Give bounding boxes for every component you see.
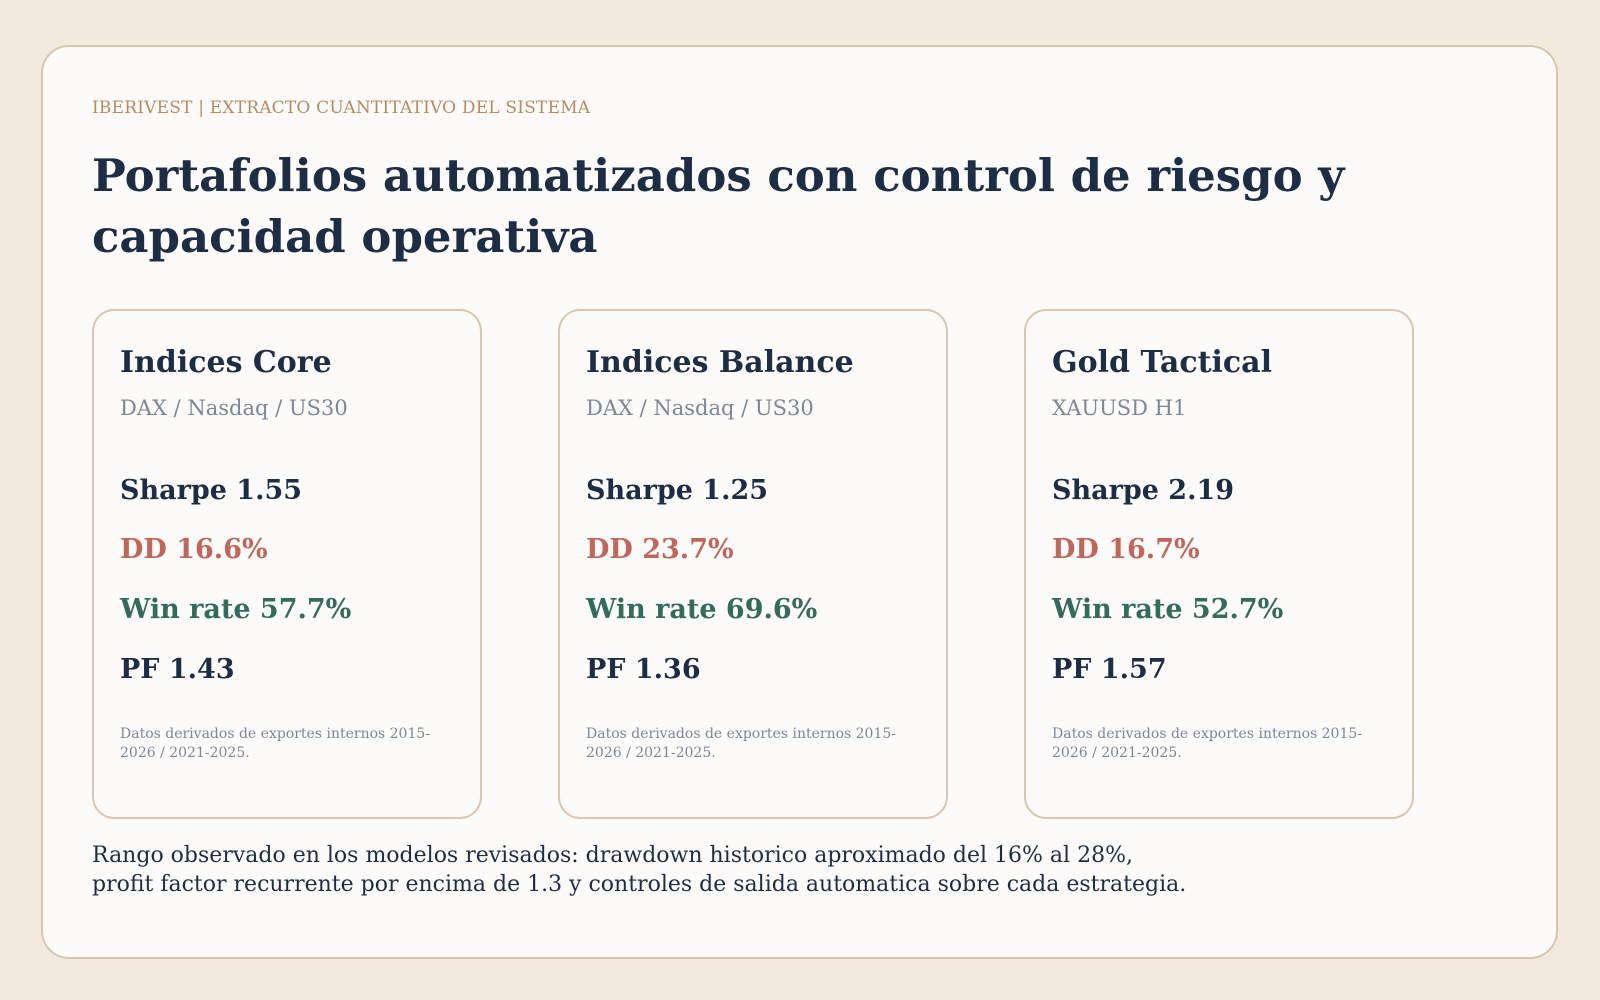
- footer-summary: Rango observado en los modelos revisados…: [92, 841, 1512, 899]
- portfolio-card-indices-balance: Indices Balance DAX / Nasdaq / US30 Shar…: [558, 309, 948, 819]
- portfolio-instruments: XAUUSD H1: [1052, 396, 1187, 420]
- win-rate-metric: Win rate 52.7%: [1052, 594, 1284, 625]
- drawdown-metric: DD 23.7%: [586, 534, 734, 565]
- profit-factor-metric: PF 1.57: [1052, 654, 1167, 685]
- portfolio-card-indices-core: Indices Core DAX / Nasdaq / US30 Sharpe …: [92, 309, 482, 819]
- report-panel: IBERIVEST | EXTRACTO CUANTITATIVO DEL SI…: [41, 45, 1558, 959]
- footer-line-2: profit factor recurrente por encima de 1…: [92, 872, 1187, 897]
- drawdown-metric: DD 16.6%: [120, 534, 268, 565]
- portfolio-name: Indices Core: [120, 345, 332, 380]
- portfolio-instruments: DAX / Nasdaq / US30: [120, 396, 348, 420]
- data-source-note: Datos derivados de exportes internos 201…: [1052, 726, 1363, 761]
- profit-factor-metric: PF 1.36: [586, 654, 701, 685]
- portfolio-card-gold-tactical: Gold Tactical XAUUSD H1 Sharpe 2.19 DD 1…: [1024, 309, 1414, 819]
- portfolio-name: Gold Tactical: [1052, 345, 1272, 380]
- footer-line-1: Rango observado en los modelos revisados…: [92, 843, 1133, 868]
- data-source-note: Datos derivados de exportes internos 201…: [586, 726, 897, 761]
- win-rate-metric: Win rate 69.6%: [586, 594, 818, 625]
- sharpe-metric: Sharpe 1.25: [586, 475, 769, 506]
- sharpe-metric: Sharpe 1.55: [120, 475, 303, 506]
- page-title: Portafolios automatizados con control de…: [92, 149, 1345, 263]
- report-eyebrow: IBERIVEST | EXTRACTO CUANTITATIVO DEL SI…: [92, 98, 591, 118]
- portfolio-instruments: DAX / Nasdaq / US30: [586, 396, 814, 420]
- data-source-note: Datos derivados de exportes internos 201…: [120, 726, 431, 761]
- portfolio-name: Indices Balance: [586, 345, 854, 380]
- win-rate-metric: Win rate 57.7%: [120, 594, 352, 625]
- drawdown-metric: DD 16.7%: [1052, 534, 1200, 565]
- sharpe-metric: Sharpe 2.19: [1052, 475, 1235, 506]
- profit-factor-metric: PF 1.43: [120, 654, 235, 685]
